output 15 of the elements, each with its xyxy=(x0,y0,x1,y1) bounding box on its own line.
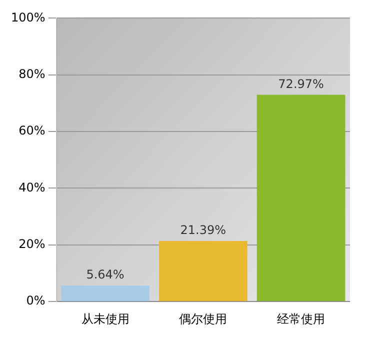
y-tick-label: 0% xyxy=(26,294,46,308)
x-tick-label: 偶尔使用 xyxy=(179,312,228,326)
y-tick-label: 80% xyxy=(18,67,46,82)
bar xyxy=(256,94,346,302)
x-tick-label: 经常使用 xyxy=(277,312,326,326)
y-tick-label: 60% xyxy=(18,124,46,138)
y-tick-label: 100% xyxy=(10,10,46,24)
data-label: 72.97% xyxy=(278,76,324,91)
data-label: 21.39% xyxy=(180,223,226,238)
y-tick-label: 20% xyxy=(18,237,46,252)
y-tick-label: 40% xyxy=(18,180,46,194)
x-tick-label: 从未使用 xyxy=(81,312,130,326)
bar xyxy=(158,240,248,302)
data-label: 5.64% xyxy=(86,268,124,282)
bar xyxy=(61,286,150,302)
